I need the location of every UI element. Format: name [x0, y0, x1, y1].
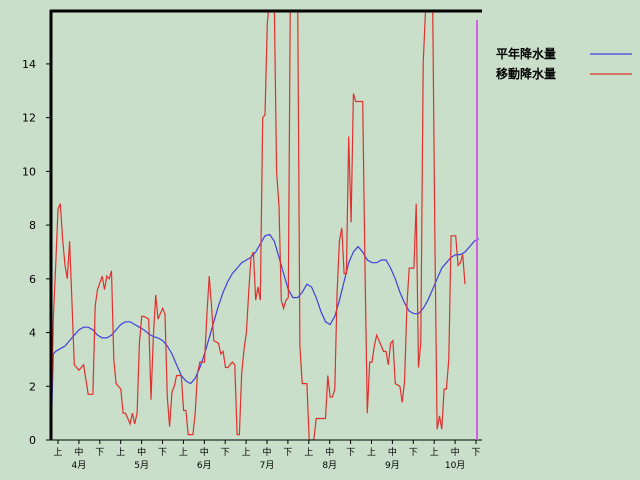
series-layer	[51, 12, 480, 440]
x-period-label: 上	[430, 447, 439, 458]
y-tick-label: 8	[29, 219, 36, 232]
x-period-label: 中	[200, 446, 209, 458]
x-period-label: 上	[242, 447, 251, 458]
x-month-label: 7月	[260, 460, 275, 471]
x-axis-ticks: 上中下上中下上中下上中下上中下上中下上中下4月 5月 6月 7月 8月 9月 10月	[53, 440, 481, 471]
x-period-label: 上	[367, 447, 376, 458]
x-period-label: 中	[137, 446, 146, 458]
y-tick-label: 14	[22, 58, 36, 71]
x-period-label: 上	[116, 447, 125, 458]
x-period-label: 上	[304, 447, 313, 458]
y-tick-label: 12	[22, 112, 36, 125]
x-period-label: 中	[74, 446, 83, 458]
x-month-label: 4月	[72, 460, 87, 471]
x-period-label: 下	[346, 448, 355, 458]
x-period-label: 下	[283, 448, 292, 458]
x-period-label: 上	[53, 447, 62, 458]
x-month-label: 6月	[197, 460, 212, 471]
x-period-label: 上	[179, 447, 188, 458]
y-tick-label: 10	[22, 165, 36, 178]
x-period-label: 中	[388, 446, 397, 458]
x-month-label: 8月	[322, 460, 337, 471]
legend-label: 平年降水量	[496, 46, 556, 61]
x-period-label: 下	[95, 448, 104, 458]
x-period-label: 中	[262, 446, 271, 458]
x-month-label: 5月	[134, 460, 149, 471]
y-tick-label: 2	[29, 380, 36, 393]
x-month-label: 10月	[445, 460, 465, 471]
x-period-label: 中	[451, 446, 460, 458]
x-period-label: 下	[158, 448, 167, 458]
series-line-moving	[51, 12, 466, 440]
x-period-label: 下	[409, 448, 418, 458]
y-tick-label: 0	[29, 434, 36, 447]
x-period-label: 中	[325, 446, 334, 458]
y-tick-label: 6	[29, 273, 36, 286]
x-period-label: 下	[221, 448, 230, 458]
x-month-label: 9月	[385, 460, 400, 471]
x-period-label: 下	[471, 448, 480, 458]
legend-label: 移動降水量	[496, 66, 556, 81]
y-tick-label: 4	[29, 327, 36, 340]
